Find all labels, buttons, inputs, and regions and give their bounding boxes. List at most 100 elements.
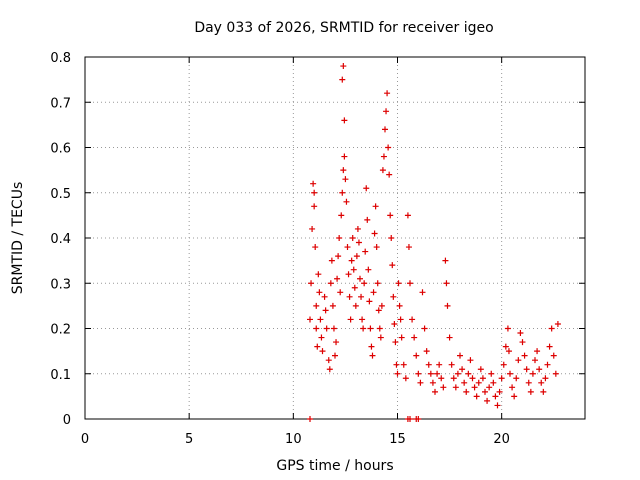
chart-title: Day 033 of 2026, SRMTID for receiver ige…	[194, 20, 493, 36]
data-point	[307, 416, 313, 422]
data-point	[488, 370, 495, 377]
data-point	[314, 343, 321, 350]
data-point	[388, 235, 395, 241]
data-point	[330, 325, 337, 332]
data-point	[345, 271, 352, 278]
data-point	[358, 293, 365, 300]
data-point	[360, 325, 367, 332]
data-point	[502, 343, 509, 350]
data-point	[396, 302, 403, 309]
data-point	[385, 144, 392, 151]
data-point	[313, 302, 320, 309]
data-point	[438, 375, 445, 382]
data-point	[498, 375, 505, 382]
data-point	[542, 375, 549, 382]
data-point	[339, 189, 346, 196]
data-point	[515, 357, 522, 364]
data-point	[473, 393, 480, 400]
data-point	[521, 352, 528, 359]
data-point	[492, 393, 499, 400]
data-point	[311, 203, 318, 210]
data-point	[308, 280, 315, 287]
data-point	[353, 253, 360, 260]
data-point	[465, 370, 472, 377]
data-point	[446, 334, 453, 341]
data-point	[407, 416, 413, 422]
data-point	[316, 289, 323, 296]
data-point	[355, 239, 362, 246]
x-axis-label: GPS time / hours	[276, 458, 393, 474]
data-point	[340, 63, 347, 70]
data-point	[484, 397, 491, 404]
data-point	[454, 370, 461, 377]
data-point	[550, 352, 557, 359]
data-point	[475, 379, 482, 386]
data-point	[386, 171, 393, 178]
data-point	[346, 293, 353, 300]
data-point	[387, 212, 394, 219]
data-point	[384, 90, 391, 97]
data-point	[407, 280, 413, 287]
data-point	[394, 370, 401, 377]
data-point	[365, 266, 372, 273]
data-point	[393, 361, 400, 368]
data-point	[442, 257, 449, 264]
y-tick-label: 0.8	[50, 51, 71, 66]
data-point	[329, 302, 336, 309]
y-tick-label: 0.5	[50, 187, 71, 202]
data-point	[332, 352, 338, 359]
data-point	[383, 108, 390, 115]
data-point	[321, 293, 328, 300]
data-point	[482, 388, 488, 395]
data-point	[344, 244, 351, 251]
data-point	[402, 375, 409, 382]
data-point	[536, 366, 543, 373]
data-point	[467, 357, 474, 364]
data-point	[469, 375, 476, 382]
data-point	[342, 176, 349, 183]
data-point	[513, 375, 520, 382]
grid	[85, 57, 585, 419]
ticks: 0 0.1 0.2 0.3 0.4 0.5 0.6 0.7 0.8 0 5 10 15 20	[50, 51, 585, 447]
data-point	[395, 280, 402, 287]
data-point	[357, 275, 363, 282]
data-point	[527, 388, 534, 395]
data-point	[337, 289, 344, 296]
data-point	[377, 334, 384, 341]
data-point	[354, 225, 361, 232]
data-point	[538, 379, 545, 386]
data-point	[443, 280, 450, 287]
data-point	[313, 325, 320, 332]
data-point	[311, 189, 318, 196]
data-point	[334, 275, 341, 282]
data-point	[380, 153, 387, 160]
data-point	[440, 384, 447, 391]
data-point	[352, 302, 359, 309]
y-tick-label: 0.6	[50, 142, 71, 157]
data-point	[463, 388, 470, 395]
data-point	[323, 325, 330, 332]
data-point	[509, 384, 516, 391]
data-point	[471, 384, 478, 391]
data-point	[378, 302, 385, 309]
data-point	[423, 348, 430, 355]
data-point	[511, 393, 518, 400]
data-point	[505, 348, 512, 355]
data-point	[398, 334, 405, 341]
data-point	[333, 339, 340, 346]
data-point	[548, 325, 555, 332]
points	[307, 63, 561, 422]
data-point	[372, 203, 379, 210]
data-point	[389, 262, 396, 269]
data-point	[419, 289, 426, 296]
data-point	[400, 361, 407, 368]
data-point	[554, 320, 561, 327]
data-point	[519, 339, 526, 346]
y-tick-label: 0	[63, 413, 71, 428]
data-point	[347, 316, 354, 323]
data-point	[390, 293, 397, 300]
data-point	[363, 185, 370, 192]
x-tick-label: 5	[185, 432, 193, 447]
data-point	[322, 307, 329, 314]
data-point	[405, 244, 412, 251]
